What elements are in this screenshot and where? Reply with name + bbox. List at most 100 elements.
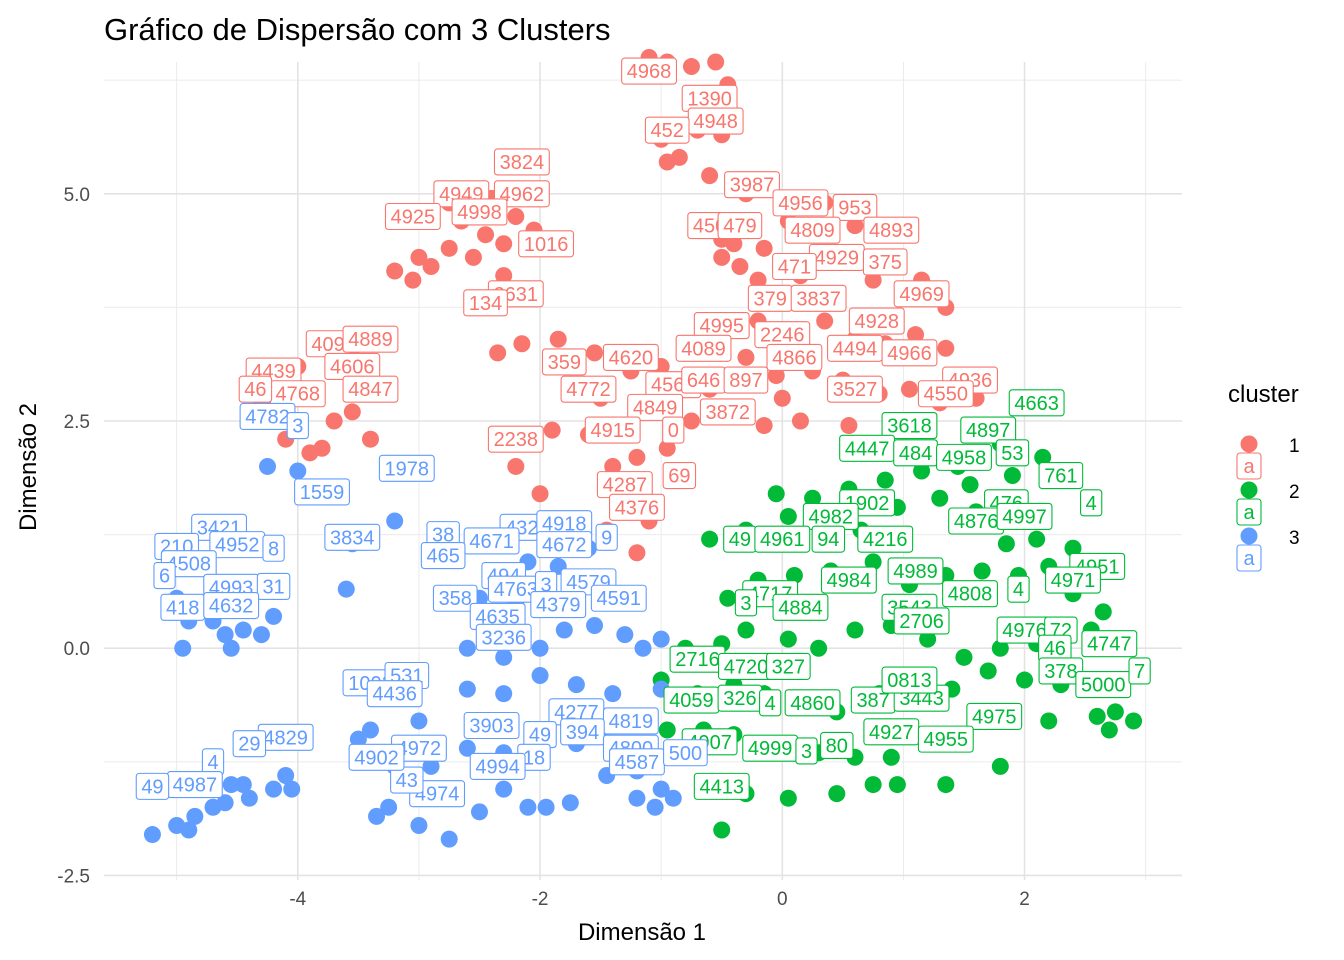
data-point-cluster-3 (252, 626, 270, 644)
data-point-cluster-3 (531, 667, 549, 684)
svg-text:53: 53 (1001, 443, 1023, 465)
svg-text:8: 8 (268, 538, 279, 560)
data-point-cluster-3 (634, 639, 652, 657)
data-point-cluster-3 (537, 798, 555, 816)
svg-text:80: 80 (826, 735, 848, 757)
data-point-cluster-1 (755, 417, 773, 435)
svg-text:4620: 4620 (609, 347, 654, 369)
data-point-cluster-3 (458, 739, 476, 757)
data-point-cluster-3 (604, 685, 622, 703)
point-label-cluster-2: 326 (717, 684, 763, 712)
point-label-cluster-3: 4819 (602, 707, 659, 735)
legend-point-swatch (1240, 435, 1258, 453)
data-point-cluster-3 (337, 580, 355, 598)
data-point-cluster-2 (979, 662, 997, 680)
data-point-cluster-1 (846, 217, 864, 235)
data-point-cluster-2 (937, 776, 955, 794)
point-label-cluster-1: 4620 (602, 343, 659, 371)
point-label-cluster-2: 53 (995, 439, 1030, 467)
svg-text:2238: 2238 (494, 429, 539, 451)
data-point-cluster-2 (737, 621, 755, 639)
point-label-cluster-1: 4772 (560, 375, 617, 403)
data-point-cluster-3 (361, 721, 379, 739)
data-point-cluster-3 (646, 798, 664, 816)
point-label-cluster-3: 4829 (257, 723, 314, 751)
svg-text:3618: 3618 (887, 416, 932, 438)
point-label-cluster-1: 4962 (493, 180, 550, 208)
svg-text:4747: 4747 (1087, 634, 1132, 656)
point-label-cluster-2: 3 (795, 737, 818, 765)
point-label-cluster-1: 4925 (384, 202, 441, 231)
data-point-cluster-1 (343, 403, 361, 421)
point-label-cluster-1: 3987 (724, 171, 780, 199)
data-point-cluster-3 (234, 621, 252, 639)
point-label-cluster-2: 4982 (802, 502, 859, 530)
svg-text:4287: 4287 (603, 475, 648, 497)
svg-text:4958: 4958 (942, 447, 987, 469)
svg-text:4952: 4952 (215, 535, 260, 557)
point-label-cluster-2: 484 (893, 439, 938, 467)
legend-item-label: 1 (1289, 436, 1300, 457)
data-point-cluster-2 (779, 789, 797, 807)
data-point-cluster-3 (234, 776, 252, 794)
point-label-cluster-3: 4635 (469, 602, 526, 630)
svg-text:31: 31 (262, 576, 284, 598)
data-point-cluster-2 (1125, 712, 1143, 730)
data-point-cluster-3 (567, 676, 585, 694)
point-label-cluster-1: 69 (662, 461, 697, 490)
point-label-cluster-2: 4059 (663, 686, 720, 714)
data-point-cluster-1 (791, 412, 809, 430)
point-label-cluster-1: 4494 (827, 334, 883, 362)
data-point-cluster-2 (1028, 530, 1046, 548)
svg-text:646: 646 (687, 370, 720, 392)
point-label-cluster-1: 4995 (693, 312, 750, 340)
data-point-cluster-1 (701, 167, 719, 185)
svg-text:4915: 4915 (590, 420, 635, 442)
point-label-cluster-1: 3837 (790, 284, 847, 312)
svg-text:18: 18 (523, 747, 545, 769)
svg-text:358: 358 (439, 588, 472, 610)
point-label-cluster-1: 953 (832, 193, 878, 221)
point-label-cluster-2: 4975 (966, 702, 1023, 730)
data-point-cluster-2 (888, 776, 906, 794)
point-label-cluster-2: 4747 (1081, 630, 1138, 658)
svg-text:5000: 5000 (1081, 675, 1126, 697)
legend-item-cluster-2: a2 (1236, 481, 1300, 526)
point-label-cluster-3: 500 (663, 739, 708, 767)
svg-text:4829: 4829 (263, 727, 308, 749)
svg-text:4379: 4379 (536, 595, 581, 617)
svg-text:4961: 4961 (760, 529, 805, 551)
svg-text:4989: 4989 (893, 561, 938, 583)
point-label-cluster-2: 4997 (996, 502, 1053, 530)
point-label-cluster-2: 4876 (948, 507, 1005, 535)
point-label-cluster-2: 4961 (754, 525, 811, 553)
data-point-cluster-1 (361, 430, 379, 448)
point-label-cluster-2: 4 (1007, 575, 1030, 603)
svg-text:4998: 4998 (457, 202, 502, 224)
data-point-cluster-1 (767, 367, 785, 385)
data-point-cluster-3 (652, 780, 670, 798)
svg-text:4809: 4809 (790, 220, 835, 242)
data-point-cluster-2 (961, 476, 979, 494)
point-label-cluster-3: 4974 (409, 780, 466, 808)
svg-text:4889: 4889 (348, 329, 393, 351)
data-point-cluster-2 (864, 553, 882, 571)
point-label-cluster-2: 2716 (669, 645, 726, 673)
data-point-cluster-1 (755, 239, 773, 257)
data-point-cluster-2 (767, 485, 785, 503)
data-point-cluster-2 (919, 630, 937, 648)
svg-text:3527: 3527 (833, 379, 878, 401)
legend-point-swatch (1240, 481, 1258, 499)
point-label-cluster-3: 38 (426, 521, 460, 549)
svg-text:4971: 4971 (1051, 570, 1096, 592)
svg-text:3236: 3236 (481, 627, 526, 649)
point-label-cluster-2: 4984 (820, 566, 877, 594)
svg-text:484: 484 (899, 443, 932, 465)
data-point-cluster-3 (458, 639, 476, 657)
svg-text:0: 0 (668, 420, 679, 442)
svg-text:4550: 4550 (924, 384, 969, 406)
svg-text:4436: 4436 (372, 684, 417, 706)
point-label-cluster-1: 4866 (766, 343, 823, 371)
point-label-cluster-3: 31 (256, 572, 291, 600)
svg-text:4984: 4984 (827, 570, 872, 592)
